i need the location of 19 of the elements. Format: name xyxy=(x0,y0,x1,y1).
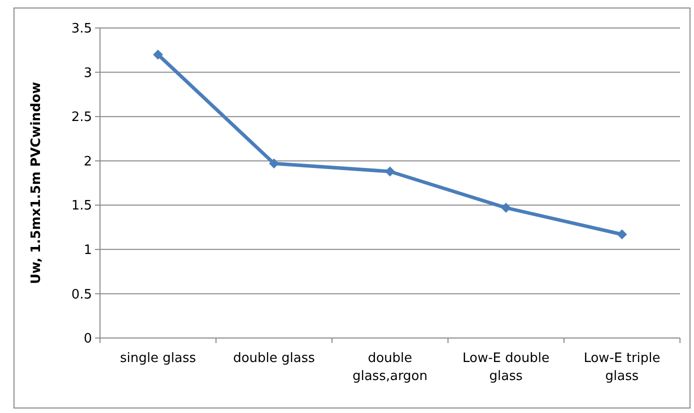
x-tick-label: double glass,argon xyxy=(352,351,428,384)
x-tick-label: single glass xyxy=(120,351,196,366)
x-tick-label: double glass xyxy=(233,351,316,366)
y-tick-label: 3.5 xyxy=(71,22,92,37)
point xyxy=(385,166,395,176)
point xyxy=(153,50,163,60)
y-axis-title: Uw, 1.5mx1.5m PVCwindow xyxy=(29,82,44,284)
point xyxy=(269,158,279,169)
y-tick-label: 1.5 xyxy=(71,198,92,214)
y-tick-label: 3 xyxy=(84,66,92,81)
y-tick-label: 1 xyxy=(84,242,92,258)
point xyxy=(501,202,511,213)
y-tick-label: 2.5 xyxy=(71,110,92,126)
y-tick-label: 2 xyxy=(84,154,92,170)
x-tick-label: Low-E triple glass xyxy=(584,351,660,384)
y-tick-label: 0.5 xyxy=(71,287,92,302)
y-tick-label: 0 xyxy=(84,332,92,347)
x-tick-label: Low-E double glass xyxy=(462,351,550,384)
point xyxy=(617,229,627,240)
